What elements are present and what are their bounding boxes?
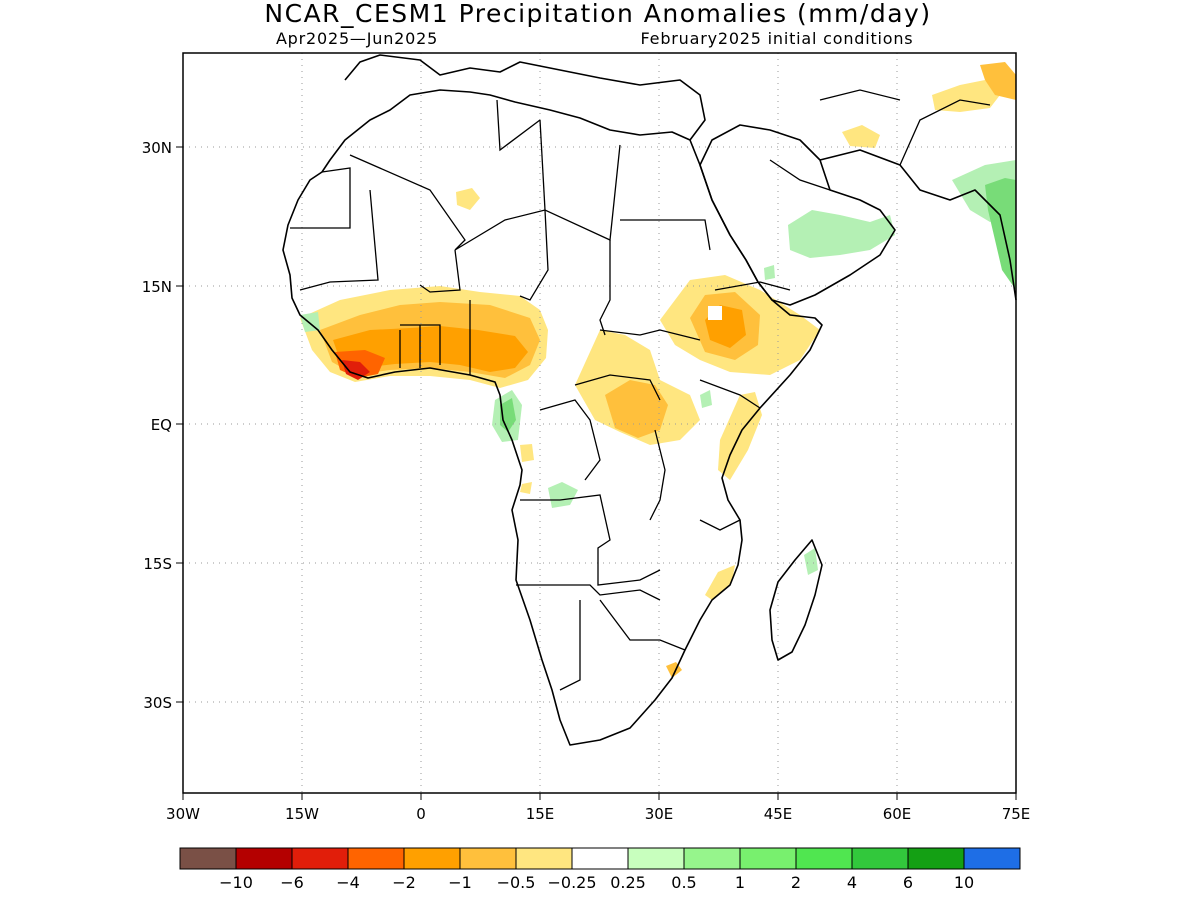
colorbar-box — [627, 847, 685, 870]
lon-tick-60e: 60E — [883, 805, 912, 823]
lon-tick-15e: 15E — [526, 805, 555, 823]
colorbar-label: −0.25 — [547, 873, 596, 892]
anomaly-angola-spot — [520, 444, 534, 462]
lat-tick-15n: 15N — [142, 278, 172, 296]
anomaly-uganda-wet — [700, 390, 712, 408]
anomaly-ethiopia-gap — [708, 306, 722, 320]
map-period: Apr2025—Jun2025 — [276, 29, 438, 48]
colorbar-box — [291, 847, 349, 870]
lat-tick-eq: EQ — [151, 416, 172, 434]
colorbar-label: 4 — [847, 873, 857, 892]
colorbar-box — [571, 847, 629, 870]
colorbar: −10 −6 −4 −2 −1 −0.5 −0.25 0.25 0.5 1 2 4 6 10 — [179, 847, 1021, 892]
anomaly-sahara-spot — [456, 188, 480, 210]
lon-tick-45e: 45E — [764, 805, 793, 823]
colorbar-label: −1 — [448, 873, 472, 892]
coastlines — [282, 54, 1017, 746]
colorbar-label: −10 — [219, 873, 253, 892]
anomaly-mozambique — [705, 565, 735, 600]
madagascar-coastline — [769, 539, 823, 661]
lon-tick-15w: 15W — [285, 805, 319, 823]
anomaly-central-mid — [605, 380, 668, 438]
colorbar-box — [851, 847, 909, 870]
country-borders — [290, 89, 991, 691]
anomaly-sudan-wet — [764, 265, 775, 280]
anomaly-arabia-wet — [788, 210, 895, 258]
lon-ticks: 30W 15W 0 15E 30E 45E 60E 75E — [166, 793, 1030, 823]
map-frame — [182, 52, 1017, 794]
lat-ticks: 30N 15N EQ 15S 30S — [142, 139, 183, 712]
lon-tick-30e: 30E — [645, 805, 674, 823]
map-initial-conditions: February2025 initial conditions — [641, 29, 914, 48]
lon-tick-0: 0 — [416, 805, 426, 823]
anomaly-pakistan — [980, 62, 1016, 100]
colorbar-box — [683, 847, 741, 870]
colorbar-box — [347, 847, 405, 870]
map-title: NCAR_CESM1 Precipitation Anomalies (mm/d… — [264, 0, 931, 28]
colorbar-label: −2 — [392, 873, 416, 892]
lat-tick-30s: 30S — [143, 694, 172, 712]
colorbar-box — [459, 847, 517, 870]
colorbar-label: 6 — [903, 873, 913, 892]
colorbar-label: −0.5 — [497, 873, 536, 892]
arabia-coastline — [699, 124, 896, 306]
colorbar-label: 2 — [791, 873, 801, 892]
colorbar-label: −6 — [280, 873, 304, 892]
lat-tick-15s: 15S — [143, 555, 172, 573]
colorbar-box — [515, 847, 573, 870]
lon-tick-30w: 30W — [166, 805, 200, 823]
colorbar-label: −4 — [336, 873, 360, 892]
anomaly-lesotho — [666, 662, 682, 678]
anomaly-mideast-1 — [842, 125, 880, 148]
africa-coastline — [282, 89, 823, 746]
anomaly-fields — [300, 62, 1016, 678]
asia-coastline — [819, 149, 1017, 301]
colorbar-box — [403, 847, 461, 870]
anomaly-westafrica-extreme — [342, 360, 370, 380]
europe-coastline — [344, 54, 706, 141]
anomaly-madagascar-wet — [804, 548, 818, 575]
colorbar-box — [739, 847, 797, 870]
graticule — [183, 53, 1016, 793]
colorbar-label: 0.5 — [671, 873, 696, 892]
colorbar-label: 1 — [735, 873, 745, 892]
lat-tick-30n: 30N — [142, 139, 172, 157]
anomaly-india-wet-mid — [985, 178, 1016, 290]
colorbar-box — [907, 847, 965, 870]
colorbar-box — [963, 847, 1021, 870]
colorbar-label: 0.25 — [610, 873, 646, 892]
colorbar-box — [795, 847, 853, 870]
lon-tick-75e: 75E — [1002, 805, 1031, 823]
colorbar-label: 10 — [954, 873, 974, 892]
colorbar-box — [235, 847, 293, 870]
colorbar-box — [179, 847, 237, 870]
anomaly-angola-wet — [548, 482, 578, 508]
anomaly-angola-spot2 — [520, 482, 532, 494]
